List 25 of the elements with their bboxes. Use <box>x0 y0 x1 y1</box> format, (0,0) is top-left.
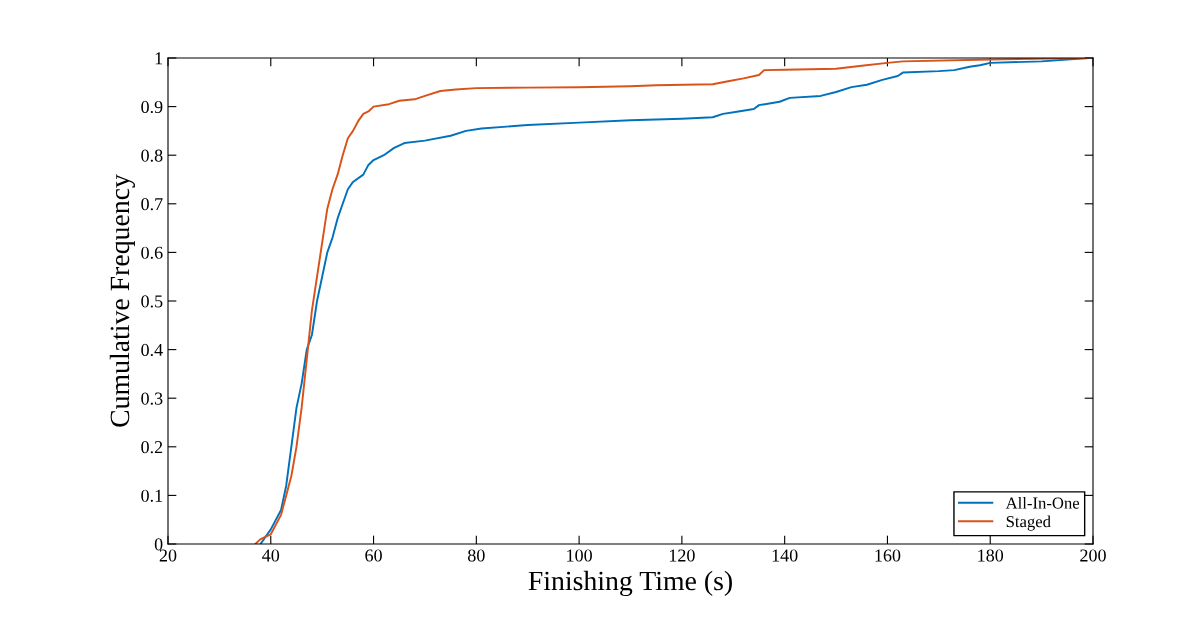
legend-label: All-In-One <box>1005 496 1080 509</box>
x-tick-label: 140 <box>772 549 798 562</box>
x-tick-label: 200 <box>1080 549 1106 562</box>
y-axis-title: Cumulative Frequency <box>109 174 136 427</box>
x-tick-label: 60 <box>365 549 382 562</box>
y-tick-label: 0.2 <box>141 441 163 454</box>
x-tick-label: 160 <box>875 549 901 562</box>
y-tick-label: 1 <box>155 52 163 65</box>
x-tick-label: 120 <box>669 549 695 562</box>
legend-label: Staged <box>1006 515 1051 531</box>
y-tick-label: 0.5 <box>141 295 163 308</box>
y-tick-label: 0.1 <box>141 489 163 502</box>
x-tick-label: 40 <box>262 549 280 562</box>
x-axis-title: Finishing Time (s) <box>528 570 732 597</box>
y-tick-label: 0.8 <box>141 149 163 162</box>
y-tick-label: 0.7 <box>141 198 163 211</box>
x-tick-label: 20 <box>159 549 177 562</box>
y-tick-label: 0 <box>154 538 163 551</box>
x-tick-label: 80 <box>467 549 485 562</box>
x-tick-label: 100 <box>567 549 592 562</box>
y-tick-label: 0.6 <box>141 246 163 259</box>
y-tick-label: 0.9 <box>141 100 163 114</box>
y-tick-label: 0.4 <box>141 343 163 357</box>
y-tick-label: 0.3 <box>141 392 163 405</box>
x-tick-label: 180 <box>978 549 1004 562</box>
